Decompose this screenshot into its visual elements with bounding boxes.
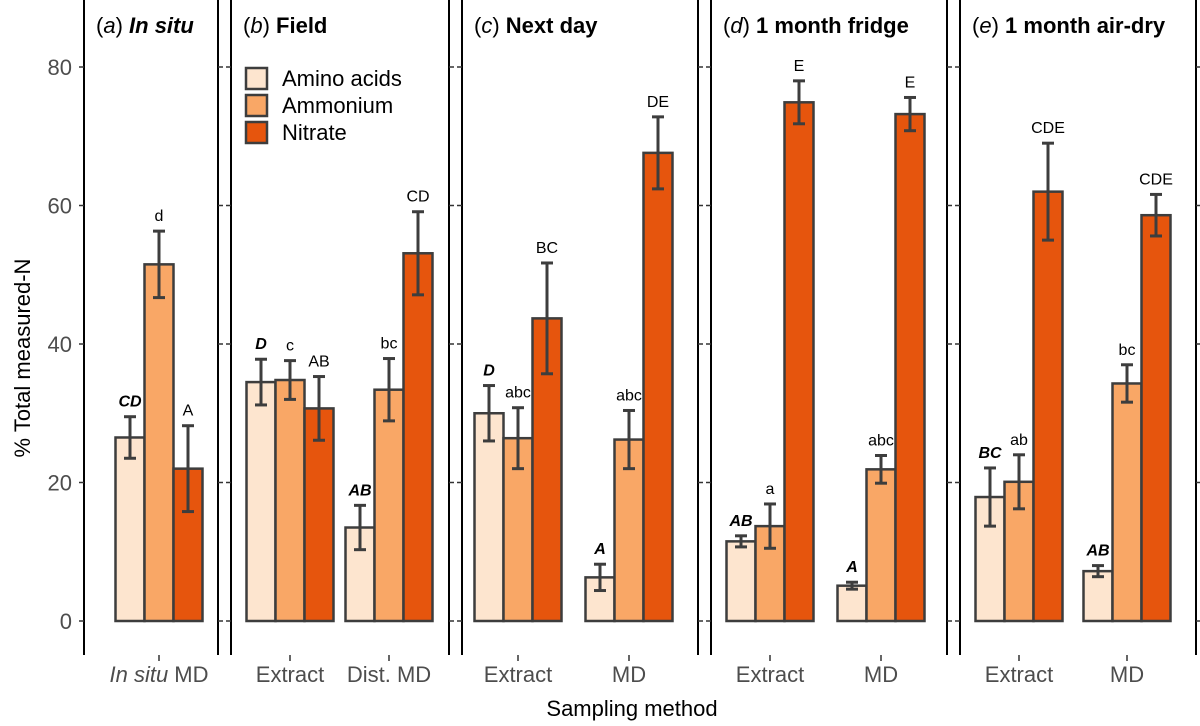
panels: (a) In situ In situ MD CD d A (b) Field Extrac… (48, 0, 1200, 687)
significance-label: AB (1085, 543, 1109, 560)
panel-2: (b) Field Extract D c AB Dist. MD AB bc CD (226, 0, 454, 687)
bar-nitrate (1140, 213, 1172, 623)
bar-ammonium (143, 263, 175, 623)
x-tick-label: Extract (256, 662, 324, 687)
x-tick-label: MD (1110, 662, 1144, 687)
bar-ammonium (373, 388, 405, 623)
x-tick-label: MD (864, 662, 898, 687)
significance-label: AB (728, 513, 752, 530)
legend-label: Nitrate (282, 120, 347, 145)
significance-label: ab (1010, 432, 1028, 449)
significance-label: DE (647, 94, 669, 111)
legend-swatch (244, 93, 269, 118)
y-tick-label: 0 (60, 609, 72, 634)
significance-label: bc (1119, 342, 1136, 359)
bar-nitrate (783, 101, 815, 623)
bar-ammonium (865, 468, 897, 623)
bar-ammonium (274, 378, 306, 623)
bar-amino-acids (1082, 569, 1114, 623)
significance-label: abc (505, 385, 531, 402)
x-tick-label: Dist. MD (347, 662, 431, 687)
significance-label: AB (347, 482, 371, 499)
significance-label: AB (308, 354, 329, 371)
significance-label: d (155, 208, 164, 225)
bar-amino-acids (114, 436, 146, 623)
panel-title: (d) 1 month fridge (723, 13, 909, 38)
x-tick-label: In situ MD (109, 662, 208, 687)
legend-swatch (244, 66, 269, 91)
significance-label: BC (536, 240, 558, 257)
significance-label: CD (406, 189, 429, 206)
significance-label: CDE (1031, 120, 1065, 137)
panel-title: (e) 1 month air-dry (972, 13, 1166, 38)
y-tick-label: 60 (48, 194, 72, 219)
y-tick-label: 40 (48, 332, 72, 357)
legend-label: Amino acids (282, 66, 402, 91)
y-tick-label: 20 (48, 471, 72, 496)
significance-label: D (483, 363, 495, 380)
bar-nitrate (1032, 190, 1064, 623)
x-tick-label: MD (612, 662, 646, 687)
significance-label: E (905, 74, 916, 91)
legend-swatch (244, 120, 269, 145)
bar-amino-acids (836, 584, 868, 623)
significance-label: BC (978, 445, 1002, 462)
panel-5: (e) 1 month air-dry Extract BC ab CDE MD AB bc C… (955, 0, 1200, 687)
significance-label: abc (616, 387, 642, 404)
significance-label: CDE (1139, 171, 1173, 188)
x-tick-label: Extract (484, 662, 552, 687)
significance-label: A (845, 559, 858, 576)
y-axis-title: % Total measured-N (10, 259, 35, 458)
significance-label: c (286, 338, 294, 355)
panel-title: (a) In situ (96, 13, 194, 38)
significance-label: abc (868, 432, 894, 449)
significance-label: D (255, 336, 267, 353)
panel-title: (b) Field (243, 13, 327, 38)
y-tick-label: 80 (48, 55, 72, 80)
significance-label: CD (118, 394, 142, 411)
bar-amino-acids (725, 540, 757, 623)
bar-nitrate (642, 151, 674, 623)
significance-label: a (766, 481, 775, 498)
bar-amino-acids (245, 380, 277, 623)
significance-label: bc (381, 336, 398, 353)
panel-title: (c) Next day (474, 13, 598, 38)
panel-1: (a) In situ In situ MD CD d A (79, 0, 223, 687)
significance-label: A (183, 403, 194, 420)
x-axis-title: Sampling method (546, 696, 717, 721)
bar-nitrate (894, 112, 926, 623)
bar-nitrate (402, 252, 434, 623)
x-tick-label: Extract (985, 662, 1053, 687)
significance-label: E (794, 58, 805, 75)
significance-label: A (593, 541, 606, 558)
bar-nitrate (303, 407, 335, 623)
bar-ammonium (1111, 382, 1143, 623)
legend-label: Ammonium (282, 93, 393, 118)
bar-amino-acids (473, 412, 505, 623)
x-tick-label: Extract (736, 662, 804, 687)
